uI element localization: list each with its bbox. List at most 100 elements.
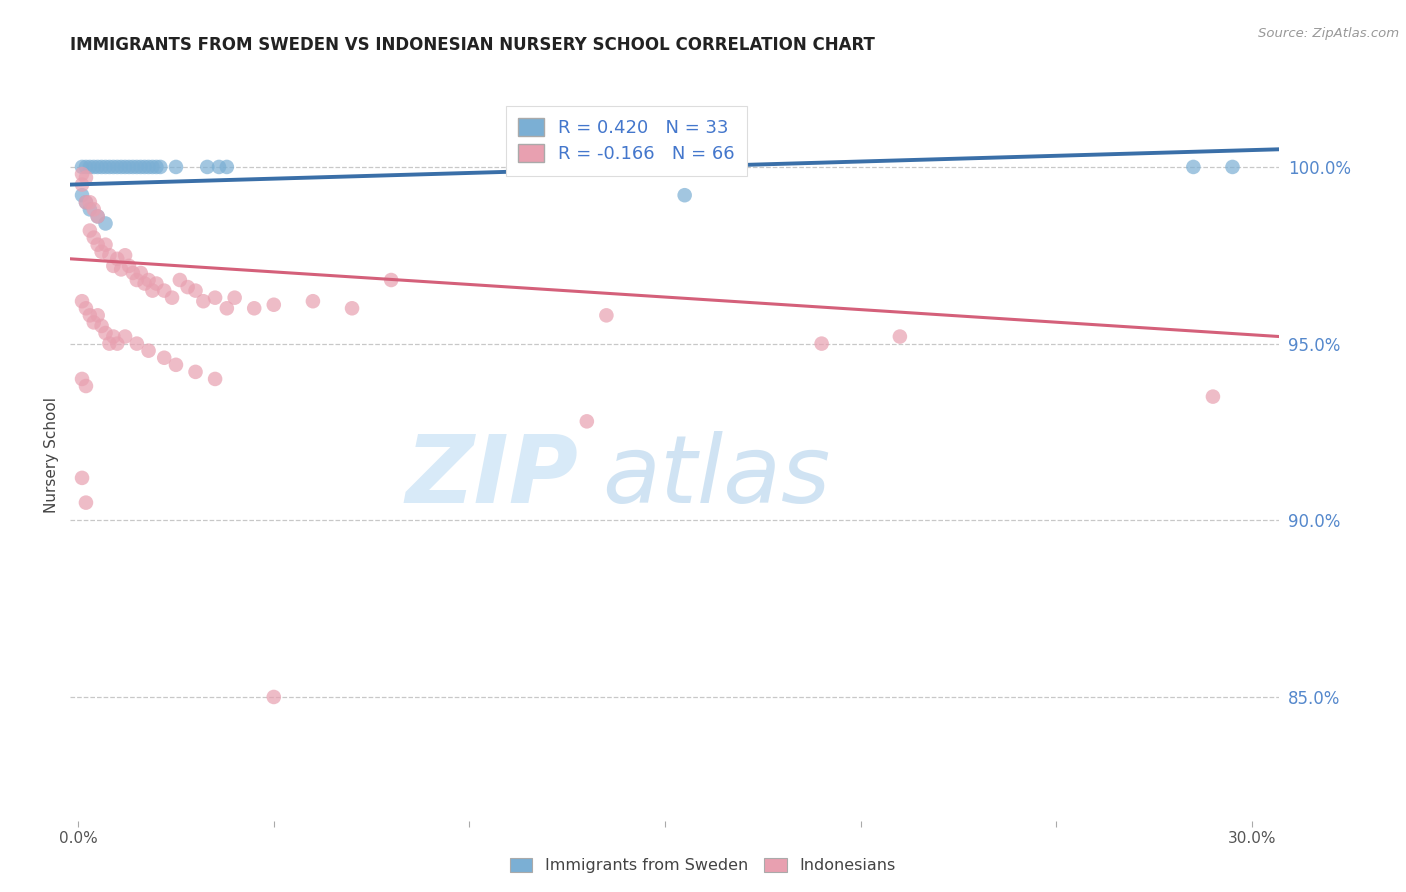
- Point: [94, 160, 117, 174]
- Point: [195, 160, 218, 174]
- Point: [673, 188, 696, 202]
- Point: [125, 336, 148, 351]
- Point: [134, 160, 156, 174]
- Point: [149, 160, 172, 174]
- Point: [86, 210, 108, 224]
- Point: [86, 210, 108, 224]
- Point: [145, 160, 167, 174]
- Point: [165, 358, 187, 372]
- Point: [79, 195, 101, 210]
- Point: [94, 217, 117, 231]
- Point: [79, 160, 101, 174]
- Point: [153, 284, 176, 298]
- Point: [79, 223, 101, 237]
- Point: [215, 301, 238, 316]
- Point: [302, 294, 325, 309]
- Point: [110, 160, 132, 174]
- Point: [90, 318, 112, 333]
- Point: [105, 252, 128, 266]
- Point: [204, 372, 226, 386]
- Point: [176, 280, 198, 294]
- Point: [243, 301, 266, 316]
- Point: [193, 294, 215, 309]
- Point: [75, 195, 97, 210]
- Point: [263, 298, 285, 312]
- Point: [86, 309, 108, 323]
- Point: [94, 326, 117, 340]
- Point: [160, 291, 183, 305]
- Point: [70, 372, 93, 386]
- Point: [340, 301, 363, 316]
- Point: [208, 160, 231, 174]
- Point: [75, 195, 97, 210]
- Point: [105, 160, 128, 174]
- Legend: R = 0.420   N = 33, R = -0.166   N = 66: R = 0.420 N = 33, R = -0.166 N = 66: [506, 105, 748, 176]
- Point: [75, 379, 97, 393]
- Point: [86, 237, 108, 252]
- Point: [184, 365, 207, 379]
- Point: [125, 160, 148, 174]
- Point: [184, 284, 207, 298]
- Point: [70, 178, 93, 192]
- Point: [118, 160, 141, 174]
- Y-axis label: Nursery School: Nursery School: [44, 397, 59, 513]
- Point: [215, 160, 238, 174]
- Point: [141, 160, 163, 174]
- Point: [122, 160, 145, 174]
- Point: [1182, 160, 1205, 174]
- Point: [86, 160, 108, 174]
- Point: [122, 266, 145, 280]
- Point: [98, 248, 121, 262]
- Point: [263, 690, 285, 704]
- Point: [118, 259, 141, 273]
- Point: [75, 301, 97, 316]
- Point: [75, 495, 97, 509]
- Point: [114, 248, 136, 262]
- Point: [75, 160, 97, 174]
- Point: [810, 336, 832, 351]
- Point: [90, 160, 112, 174]
- Point: [98, 336, 121, 351]
- Point: [83, 315, 105, 329]
- Point: [79, 202, 101, 217]
- Point: [138, 273, 160, 287]
- Point: [94, 237, 117, 252]
- Point: [141, 284, 163, 298]
- Point: [1222, 160, 1244, 174]
- Point: [75, 170, 97, 185]
- Point: [153, 351, 176, 365]
- Point: [595, 309, 617, 323]
- Point: [125, 273, 148, 287]
- Point: [114, 160, 136, 174]
- Point: [70, 160, 93, 174]
- Point: [70, 167, 93, 181]
- Point: [138, 343, 160, 358]
- Point: [224, 291, 246, 305]
- Point: [165, 160, 187, 174]
- Point: [83, 160, 105, 174]
- Point: [105, 336, 128, 351]
- Point: [129, 160, 152, 174]
- Point: [98, 160, 121, 174]
- Text: Source: ZipAtlas.com: Source: ZipAtlas.com: [1258, 27, 1399, 40]
- Point: [70, 188, 93, 202]
- Point: [575, 414, 598, 428]
- Point: [79, 309, 101, 323]
- Point: [204, 291, 226, 305]
- Legend: Immigrants from Sweden, Indonesians: Immigrants from Sweden, Indonesians: [503, 851, 903, 880]
- Point: [169, 273, 191, 287]
- Point: [103, 329, 125, 343]
- Point: [103, 160, 125, 174]
- Text: IMMIGRANTS FROM SWEDEN VS INDONESIAN NURSERY SCHOOL CORRELATION CHART: IMMIGRANTS FROM SWEDEN VS INDONESIAN NUR…: [70, 36, 875, 54]
- Text: ZIP: ZIP: [405, 431, 578, 523]
- Point: [110, 262, 132, 277]
- Point: [70, 471, 93, 485]
- Point: [1202, 390, 1225, 404]
- Text: atlas: atlas: [602, 432, 831, 523]
- Point: [145, 277, 167, 291]
- Point: [83, 230, 105, 244]
- Point: [134, 277, 156, 291]
- Point: [380, 273, 402, 287]
- Point: [70, 294, 93, 309]
- Point: [103, 259, 125, 273]
